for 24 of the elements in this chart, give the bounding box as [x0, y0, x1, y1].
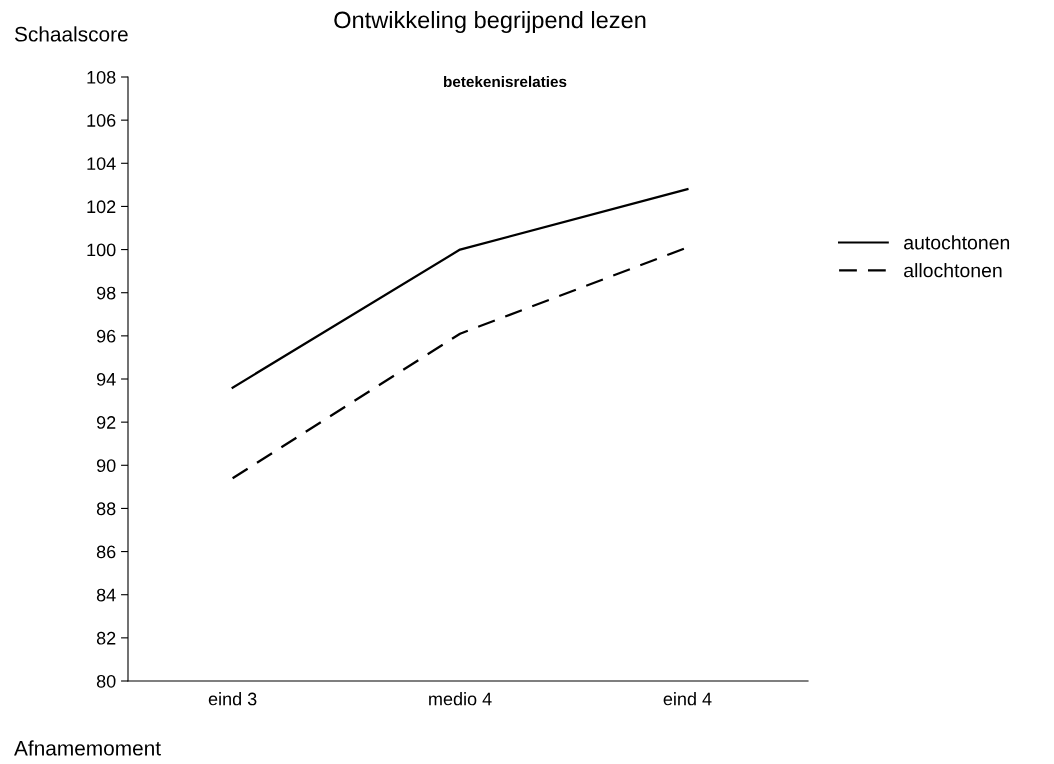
y-axis-title: Schaalscore	[14, 26, 128, 42]
y-tick-label: 86	[96, 545, 116, 559]
y-tick-label: 92	[96, 416, 116, 429]
y-tick-label: 88	[96, 502, 116, 516]
y-tick-label: 80	[96, 674, 116, 688]
y-tick-label: 100	[87, 243, 116, 257]
y-tick-label: 96	[96, 329, 116, 343]
y-tick-label: 94	[96, 372, 116, 386]
y-tick-label: 108	[87, 70, 116, 84]
y-tick-label: 84	[96, 588, 116, 602]
chart-subtitle: betekenisrelaties	[444, 75, 567, 88]
y-tick-label: 98	[96, 286, 116, 300]
y-tick-label: 82	[96, 631, 116, 645]
x-tick-label: eind 4	[663, 692, 712, 706]
y-tick-label: 102	[87, 200, 116, 214]
y-tick-label: 90	[96, 459, 116, 473]
y-tick-label: 106	[87, 114, 116, 127]
legend-label: autochtonen	[904, 235, 1010, 250]
y-tick-label: 104	[87, 157, 116, 171]
legend-label: allochtonen	[904, 263, 1002, 278]
x-tick-label: eind 3	[208, 692, 257, 706]
chart-title: Ontwikkeling begrijpend lezen	[334, 11, 646, 33]
x-tick-label: medio 4	[429, 692, 492, 706]
x-axis-title: Afnamemoment	[14, 740, 161, 756]
